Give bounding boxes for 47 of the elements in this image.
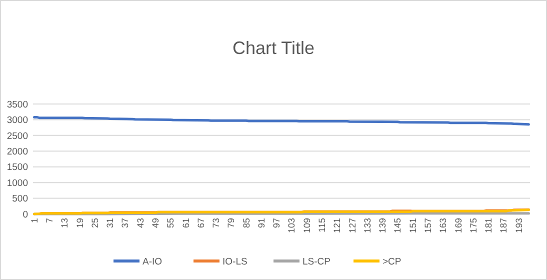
x-tick-label: 127 xyxy=(347,218,358,234)
y-tick-label: 2500 xyxy=(6,130,28,142)
x-tick-label: 49 xyxy=(150,218,161,228)
x-tick-label: 55 xyxy=(166,218,176,228)
x-tick-label: 181 xyxy=(484,218,494,234)
x-tick-label: 91 xyxy=(256,218,266,228)
x-tick-label: 67 xyxy=(196,218,206,228)
x-tick-label: 139 xyxy=(378,218,388,234)
x-tick-label: 133 xyxy=(362,218,372,234)
y-tick-label: 1500 xyxy=(6,162,28,174)
legend-label: LS-CP xyxy=(302,256,330,268)
x-tick-label: 79 xyxy=(226,218,236,228)
y-tick-label: 3000 xyxy=(6,115,28,126)
x-tick-label: 145 xyxy=(392,218,403,234)
x-tick-label: 7 xyxy=(44,218,55,224)
x-tick-label: 163 xyxy=(438,218,448,234)
x-tick-label: 115 xyxy=(317,218,328,232)
x-tick-label: 85 xyxy=(241,218,252,228)
x-tick-label: 61 xyxy=(180,218,191,228)
x-tick-label: 121 xyxy=(332,218,342,234)
y-tick-label: 500 xyxy=(12,194,28,205)
x-tick-label: 109 xyxy=(302,218,312,234)
x-tick-label: 187 xyxy=(498,218,509,234)
x-tick-label: 151 xyxy=(408,218,418,234)
x-tick-label: 37 xyxy=(120,218,130,228)
y-tick-label: 1000 xyxy=(6,178,28,189)
legend-label: IO-LS xyxy=(222,256,248,268)
x-tick-label: 19 xyxy=(74,218,85,228)
y-tick-label: 2000 xyxy=(6,146,28,158)
legend-label: A-IO xyxy=(142,256,162,268)
x-tick-label: 13 xyxy=(60,218,70,228)
x-tick-label: 157 xyxy=(422,218,433,234)
x-tick-label: 175 xyxy=(468,218,478,234)
y-tick-label: 3500 xyxy=(6,99,28,110)
x-tick-label: 31 xyxy=(105,218,116,228)
x-tick-label: 103 xyxy=(286,218,297,234)
x-tick-label: 169 xyxy=(453,218,464,234)
x-tick-label: 97 xyxy=(272,218,282,228)
x-tick-label: 73 xyxy=(211,218,222,228)
y-tick-label: 0 xyxy=(22,209,28,220)
x-tick-label: 1 xyxy=(29,218,40,224)
line-series xyxy=(33,116,530,126)
x-tick-label: 193 xyxy=(514,218,524,234)
x-tick-label: 25 xyxy=(90,218,100,228)
x-tick-label: 43 xyxy=(135,218,146,228)
legend-label: >CP xyxy=(382,256,402,268)
chart-title: Chart Title xyxy=(232,38,315,58)
